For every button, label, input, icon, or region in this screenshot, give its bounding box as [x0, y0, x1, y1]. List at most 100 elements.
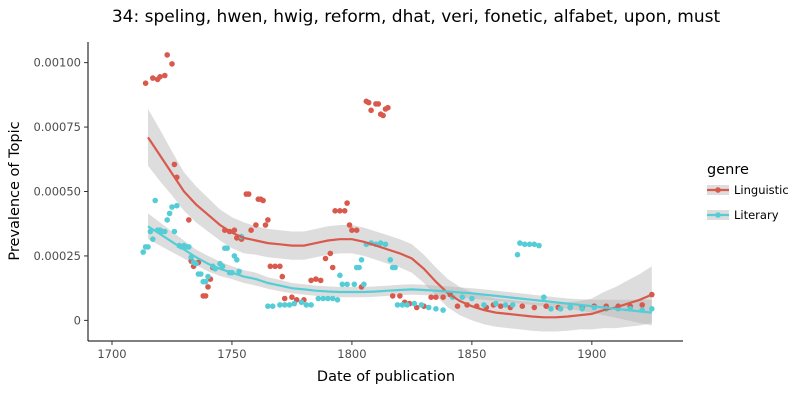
- data-point-literary: [166, 210, 173, 217]
- data-point-linguistic: [375, 101, 382, 107]
- data-point-linguistic: [169, 61, 175, 67]
- data-point-literary: [320, 295, 326, 302]
- confidence-band-linguistic: [148, 109, 652, 332]
- data-point-linguistic: [454, 303, 461, 310]
- data-point-literary: [526, 241, 533, 248]
- data-point-linguistic: [231, 227, 238, 233]
- data-point-linguistic: [267, 263, 274, 270]
- data-point-linguistic: [281, 295, 288, 302]
- data-point-literary: [140, 249, 146, 255]
- data-point-literary: [202, 278, 209, 285]
- legend-label: Literary: [734, 208, 779, 222]
- axes: 1700 1750 1800 1850 1900 0 0.00025 0.00050 0.000…: [33, 42, 683, 361]
- data-point-literary: [308, 302, 314, 308]
- data-point-literary: [392, 264, 398, 271]
- data-point-linguistic: [368, 107, 374, 114]
- data-point-literary: [459, 294, 466, 301]
- data-point-literary: [164, 217, 170, 223]
- data-point-literary: [174, 202, 180, 209]
- y-tick-label: 0.00025: [33, 249, 81, 263]
- data-point-linguistic: [317, 277, 324, 284]
- data-point-literary: [329, 295, 336, 302]
- data-point-linguistic: [277, 263, 283, 270]
- data-point-linguistic: [248, 227, 254, 233]
- y-tick-label: 0.00050: [33, 185, 81, 199]
- data-point-literary: [531, 241, 538, 248]
- data-point-literary: [145, 244, 151, 250]
- data-point-linguistic: [205, 284, 211, 290]
- legend: genre Linguistic Literary: [707, 162, 789, 222]
- y-tick-label: 0.00100: [33, 56, 81, 70]
- data-point-linguistic: [341, 208, 348, 214]
- data-point-literary: [150, 236, 156, 242]
- data-point-literary: [548, 306, 554, 312]
- data-point-linguistic: [344, 200, 350, 206]
- data-point-literary: [440, 307, 446, 313]
- data-point-literary: [277, 302, 283, 308]
- data-point-linguistic: [332, 208, 338, 214]
- data-point-linguistic: [327, 250, 334, 257]
- data-point-literary: [481, 302, 487, 308]
- data-point-literary: [224, 245, 230, 251]
- data-point-literary: [579, 306, 585, 312]
- data-point-linguistic: [164, 52, 170, 58]
- data-point-literary: [358, 257, 365, 263]
- data-point-literary: [234, 257, 240, 263]
- data-point-literary: [493, 300, 499, 307]
- data-point-linguistic: [385, 104, 391, 111]
- data-point-linguistic: [262, 222, 269, 228]
- data-point-literary: [193, 260, 199, 267]
- x-tick-label: 1700: [97, 347, 126, 361]
- data-point-linguistic: [353, 227, 360, 233]
- data-point-linguistic: [322, 255, 329, 262]
- y-axis-title: Prevalence of Topic: [7, 121, 23, 260]
- data-point-literary: [236, 268, 242, 275]
- data-point-literary: [281, 302, 288, 308]
- data-point-literary: [344, 281, 350, 288]
- legend-item-literary: Literary: [707, 208, 779, 222]
- x-axis-title: Date of publication: [317, 369, 455, 385]
- data-point-literary: [169, 204, 175, 210]
- x-tick-label: 1850: [457, 347, 486, 361]
- data-point-literary: [186, 244, 192, 250]
- x-tick-label: 1900: [577, 347, 606, 361]
- data-point-literary: [356, 264, 362, 271]
- data-point-literary: [404, 302, 410, 308]
- confidence-band-literary: [148, 213, 652, 326]
- data-point-literary: [382, 241, 389, 248]
- data-point-literary: [418, 302, 425, 308]
- data-point-literary: [557, 306, 564, 312]
- legend-key-point: [715, 212, 721, 218]
- y-tick-label: 0: [74, 313, 81, 327]
- data-point-linguistic: [428, 294, 434, 301]
- data-point-linguistic: [272, 263, 278, 270]
- data-point-linguistic: [433, 294, 439, 301]
- data-point-literary: [394, 302, 401, 308]
- data-point-linguistic: [245, 191, 252, 197]
- data-point-linguistic: [202, 293, 209, 299]
- data-point-literary: [205, 273, 211, 280]
- data-point-literary: [291, 300, 298, 307]
- data-point-linguistic: [157, 74, 163, 80]
- data-point-literary: [469, 295, 475, 302]
- data-point-linguistic: [389, 293, 396, 299]
- data-point-linguistic: [150, 75, 156, 81]
- data-point-linguistic: [380, 112, 386, 119]
- data-point-literary: [377, 240, 384, 246]
- data-point-linguistic: [337, 208, 343, 214]
- legend-item-linguistic: Linguistic: [707, 183, 789, 197]
- data-point-literary: [315, 295, 322, 302]
- data-point-literary: [514, 251, 521, 258]
- data-point-linguistic: [279, 273, 286, 280]
- data-point-literary: [351, 281, 358, 288]
- data-point-linguistic: [440, 294, 446, 301]
- data-point-literary: [171, 228, 178, 235]
- data-point-linguistic: [397, 293, 403, 299]
- data-point-linguistic: [260, 197, 266, 204]
- data-point-literary: [567, 304, 573, 311]
- data-point-literary: [411, 300, 418, 307]
- data-point-literary: [425, 304, 432, 311]
- data-point-literary: [325, 295, 331, 302]
- data-point-linguistic: [531, 304, 538, 311]
